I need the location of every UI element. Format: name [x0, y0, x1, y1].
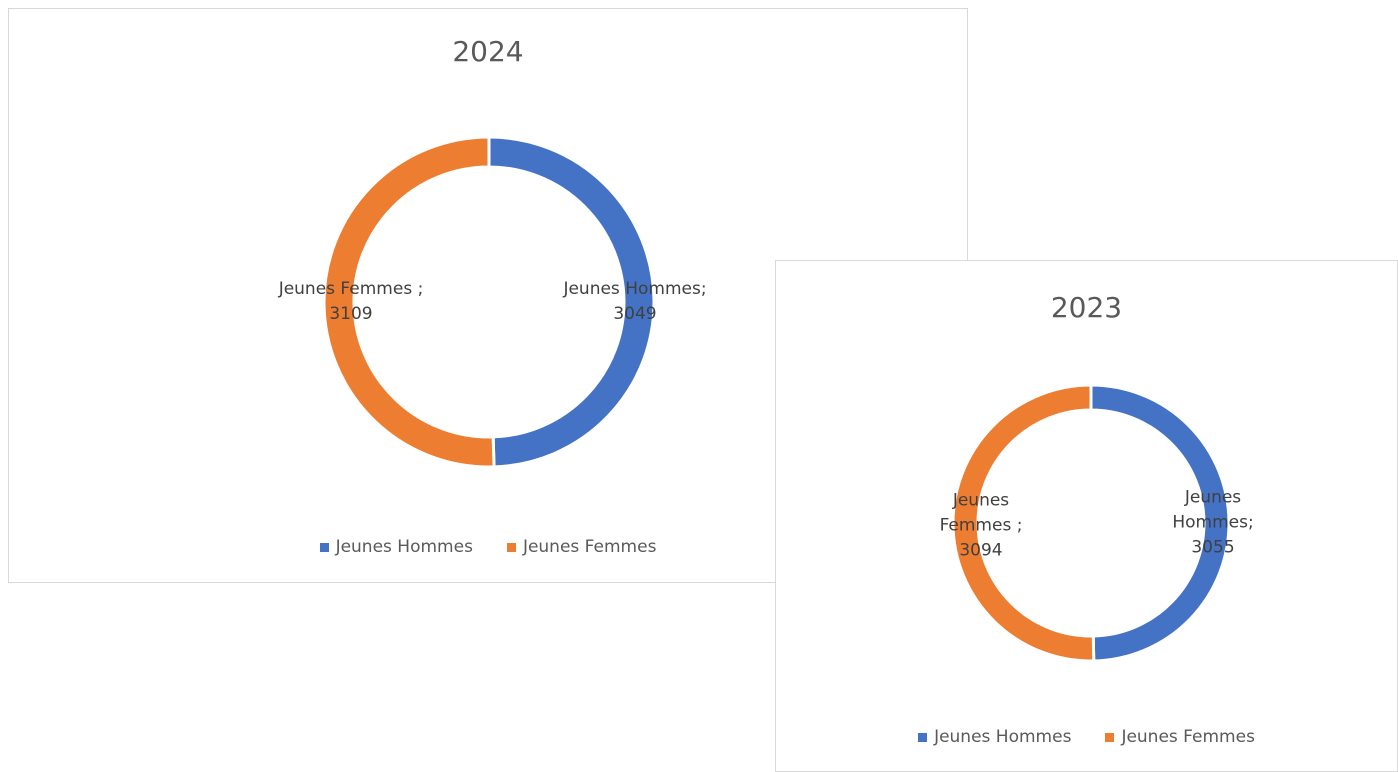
chart-box: 2023 Jeunes Hommes; 3055 Jeunes Femmes ; 3…	[775, 260, 1398, 772]
data-label: Jeunes Hommes; 3055	[1172, 487, 1254, 558]
legend-swatch	[319, 542, 329, 552]
chart-title: 2023	[1050, 291, 1123, 324]
data-label: Jeunes Femmes ; 3109	[278, 279, 424, 324]
legend-label: Jeunes Femmes	[1121, 727, 1255, 747]
legend-label: Jeunes Hommes	[934, 727, 1072, 747]
data-label: Jeunes Hommes; 3049	[563, 279, 707, 324]
chart	[322, 135, 656, 469]
legend: Jeunes Hommes Jeunes Femmes	[9, 537, 967, 557]
legend-swatch	[918, 732, 928, 742]
chart	[951, 383, 1231, 663]
donut-segment	[951, 383, 1096, 663]
donut-segment	[1089, 383, 1231, 663]
legend-swatch	[1105, 732, 1115, 742]
legend-label: Jeunes Femmes	[522, 537, 657, 557]
legend-item: Jeunes Femmes	[506, 537, 657, 557]
legend-label: Jeunes Hommes	[335, 537, 473, 557]
data-label: Jeunes Femmes ; 3094	[939, 490, 1023, 561]
legend-swatch	[506, 542, 516, 552]
legend: Jeunes Hommes Jeunes Femmes	[776, 727, 1397, 747]
chart-title: 2024	[452, 35, 524, 68]
legend-item: Jeunes Hommes	[319, 537, 473, 557]
legend-item: Jeunes Femmes	[1105, 727, 1255, 747]
donut-segment	[322, 135, 496, 469]
legend-item: Jeunes Hommes	[918, 727, 1071, 747]
